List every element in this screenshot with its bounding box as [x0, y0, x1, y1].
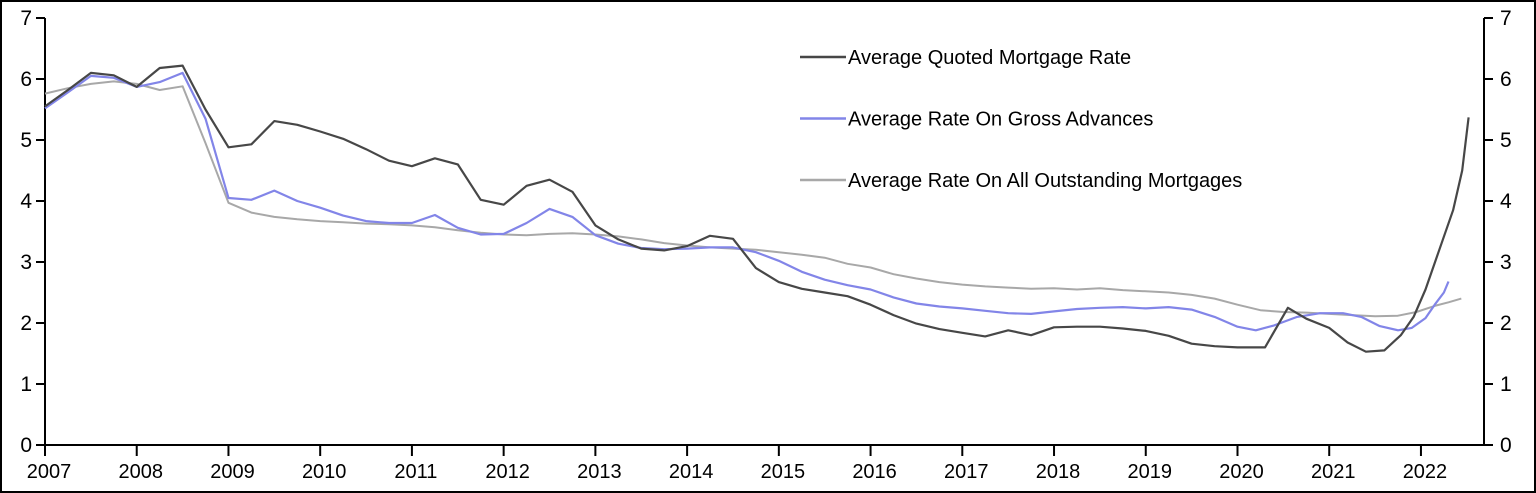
series-line-average-rate-on-all-outstanding-mortgages: [44, 80, 1462, 318]
y-tick-label-right: 0: [1500, 434, 1512, 457]
x-tick-label: 2010: [302, 461, 347, 483]
x-tick-label: 2014: [669, 461, 714, 483]
legend-label: Average Rate On All Outstanding Mortgage…: [848, 170, 1242, 192]
series-line-average-quoted-mortgage-rate: [44, 64, 1470, 353]
x-tick-label: 2020: [1219, 461, 1264, 483]
legend-label: Average Rate On Gross Advances: [848, 109, 1153, 131]
y-tick-label-right: 5: [1500, 129, 1512, 152]
x-tick-label: 2013: [577, 461, 622, 483]
x-tick-label: 2019: [1128, 461, 1173, 483]
legend-label: Average Quoted Mortgage Rate: [848, 47, 1131, 69]
y-tick-label-right: 1: [1500, 373, 1512, 396]
x-tick-label: 2016: [852, 461, 897, 483]
y-axis-left: 0 1 2 3 4 5 6 7: [20, 7, 45, 457]
x-tick-label: 2012: [485, 461, 530, 483]
y-tick-label-right: 3: [1500, 251, 1512, 274]
y-tick-label-left: 7: [20, 7, 32, 30]
x-tick-label: 2021: [1311, 461, 1356, 483]
x-tick-label: 2018: [1036, 461, 1081, 483]
y-tick-label-right: 4: [1500, 190, 1512, 213]
y-tick-label-left: 0: [20, 434, 32, 457]
y-tick-label-right: 6: [1500, 68, 1512, 91]
x-tick-label: 2022: [1403, 461, 1448, 483]
series-lines: [44, 64, 1470, 353]
legend: Average Quoted Mortgage Rate Average Rate…: [800, 47, 1242, 192]
x-axis-ticks: 2007 2008 2009 2010 2011 2012 2013 2014 2015 2016…: [27, 445, 1447, 483]
y-tick-label-left: 4: [20, 190, 32, 213]
y-axis-right: 0 1 2 3 4 5 6 7: [1484, 7, 1512, 457]
series-line-average-rate-on-gross-advances: [44, 71, 1450, 332]
y-tick-label-left: 6: [20, 68, 32, 91]
x-tick-label: 2015: [761, 461, 806, 483]
y-tick-label-right: 2: [1500, 312, 1512, 335]
y-tick-label-left: 2: [20, 312, 32, 335]
x-tick-label: 2008: [118, 461, 163, 483]
y-tick-label-left: 3: [20, 251, 32, 274]
x-tick-label: 2017: [944, 461, 989, 483]
x-tick-label: 2007: [27, 461, 72, 483]
x-tick-label: 2011: [394, 461, 437, 483]
x-tick-label: 2009: [210, 461, 255, 483]
y-tick-label-left: 5: [20, 129, 32, 152]
y-tick-label-left: 1: [20, 373, 32, 396]
y-tick-label-right: 7: [1500, 7, 1512, 30]
axes: [44, 18, 1485, 446]
